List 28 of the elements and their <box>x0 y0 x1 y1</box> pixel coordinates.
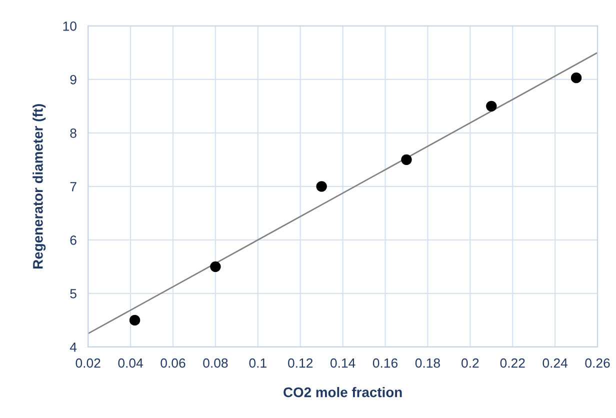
x-tick-label: 0.22 <box>500 358 525 368</box>
point <box>316 181 327 192</box>
point <box>401 154 412 166</box>
y-axis-title: Regenerator diameter (ft) <box>32 104 46 268</box>
point <box>129 314 140 326</box>
x-tick-label: 0.06 <box>160 358 186 368</box>
x-tick-label: 0.12 <box>288 358 313 368</box>
x-tick-label: 0.14 <box>330 358 356 368</box>
y-tick-label: 5 <box>70 289 76 298</box>
y-tick-label: 6 <box>70 236 76 245</box>
y-tick-label: 4 <box>70 342 77 352</box>
x-tick-label: 0.04 <box>118 358 143 368</box>
x-tick-label: 0.26 <box>585 358 610 368</box>
point <box>210 261 221 272</box>
y-tick-label: 7 <box>70 182 76 192</box>
point <box>486 100 497 112</box>
x-tick-label: 0.08 <box>203 358 228 368</box>
y-tick-label: 9 <box>70 74 76 84</box>
x-tick-label: 0.1 <box>249 358 266 368</box>
y-tick-label: 10 <box>63 21 76 31</box>
x-tick-label: 0.24 <box>542 358 568 368</box>
y-tick-label: 8 <box>70 128 76 138</box>
x-axis-title: CO2 mole fraction <box>284 387 402 398</box>
x-tick-label: 0.2 <box>462 358 479 368</box>
x-tick-label: 0.02 <box>76 358 100 368</box>
point <box>570 72 582 84</box>
x-tick-label: 0.16 <box>372 358 398 368</box>
x-tick-label: 0.18 <box>415 358 440 368</box>
